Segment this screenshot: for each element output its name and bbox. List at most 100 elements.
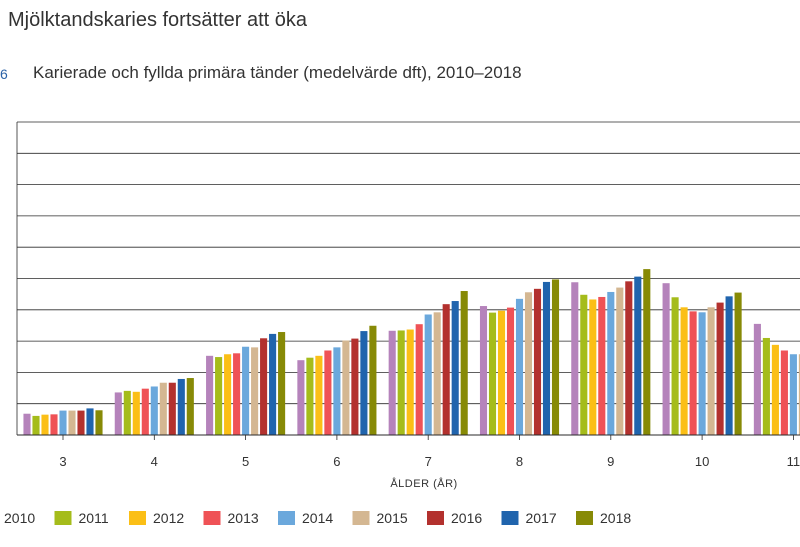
legend-entry: 2015 (377, 510, 408, 526)
x-tick-label: 10 (695, 454, 709, 469)
bar (297, 360, 305, 435)
legend-entry: 2016 (451, 510, 482, 526)
bar (515, 298, 524, 435)
bar (542, 281, 551, 435)
chart-title: Mjölktandskaries fortsätter att öka (8, 9, 308, 31)
bar (369, 325, 377, 435)
bar (689, 311, 697, 435)
bar (698, 312, 706, 435)
bar (725, 296, 733, 435)
x-tick-label: 9 (607, 454, 614, 469)
bar (59, 410, 67, 435)
bar (186, 378, 194, 435)
bar (260, 338, 268, 435)
legend: 2010 2011 2012 2013 2014 2015 2016 2017 2018 (4, 510, 631, 526)
bar (159, 382, 167, 435)
bar (324, 350, 332, 435)
legend-entry: 2018 (600, 510, 631, 526)
bar (643, 269, 651, 435)
legend-swatch (427, 511, 444, 525)
bar (442, 304, 450, 435)
bar (533, 288, 542, 435)
bar (607, 291, 615, 435)
bar (424, 314, 432, 435)
bars (23, 269, 800, 435)
x-axis-label: ÅLDER (ÅR) (390, 477, 457, 490)
bar (625, 281, 633, 435)
legend-entry: 2017 (526, 510, 557, 526)
bar (451, 301, 459, 435)
bar (460, 291, 468, 435)
bar (798, 354, 800, 435)
bar (762, 337, 770, 435)
bar (551, 279, 560, 435)
bar (233, 353, 241, 435)
bar (278, 332, 286, 435)
bar (388, 330, 396, 435)
legend-entry: 2012 (153, 510, 184, 526)
bar (662, 283, 670, 435)
legend-swatch (129, 511, 146, 525)
x-tick-label: 7 (425, 454, 432, 469)
bar (242, 346, 250, 435)
legend-swatch (501, 511, 519, 525)
bar (50, 414, 58, 435)
bar (789, 354, 797, 435)
bar (589, 299, 597, 435)
bar (671, 297, 679, 435)
bar (488, 312, 497, 435)
bar (680, 307, 688, 435)
bar (415, 324, 423, 435)
bar (580, 294, 588, 435)
bar (524, 292, 533, 435)
bar (114, 392, 122, 435)
bar (224, 354, 232, 435)
bar (771, 344, 779, 435)
bar (433, 312, 441, 435)
bar (497, 310, 506, 435)
bar (215, 357, 223, 435)
bar (177, 378, 185, 435)
bar (616, 287, 624, 435)
x-tick-label: 4 (151, 454, 158, 469)
bar (351, 338, 359, 435)
bar (150, 386, 158, 435)
legend-swatch (352, 511, 370, 525)
bar (123, 390, 131, 435)
bar (23, 413, 31, 435)
legend-swatch (278, 511, 295, 525)
bar (634, 276, 642, 435)
bar (77, 410, 85, 435)
bar (168, 382, 176, 435)
x-tick-label: 8 (516, 454, 523, 469)
x-tick-label: 5 (242, 454, 249, 469)
bar (269, 333, 277, 435)
bar (397, 330, 405, 435)
legend-entry: 2011 (79, 510, 109, 526)
x-tick-label: 6 (333, 454, 340, 469)
bar (753, 323, 761, 435)
bar (598, 296, 606, 435)
bar (206, 355, 214, 435)
bar (571, 282, 579, 435)
bar (360, 331, 368, 435)
bar (132, 391, 140, 435)
bar (406, 329, 414, 435)
figure-number: 6 (0, 66, 8, 82)
bar (141, 388, 149, 435)
x-tick-label: 11 (787, 454, 800, 469)
bar (333, 347, 341, 435)
bar (315, 355, 323, 435)
bar (86, 408, 94, 435)
bar (95, 410, 103, 435)
bar (716, 302, 724, 435)
chart-subtitle: Karierade och fyllda primära tänder (med… (33, 63, 522, 82)
legend-entry: 2013 (228, 510, 259, 526)
legend-swatch (54, 511, 72, 525)
bar (707, 307, 715, 435)
bar (479, 306, 488, 435)
bar (32, 415, 40, 435)
legend-entry: 2014 (302, 510, 333, 526)
legend-swatch (576, 511, 593, 525)
